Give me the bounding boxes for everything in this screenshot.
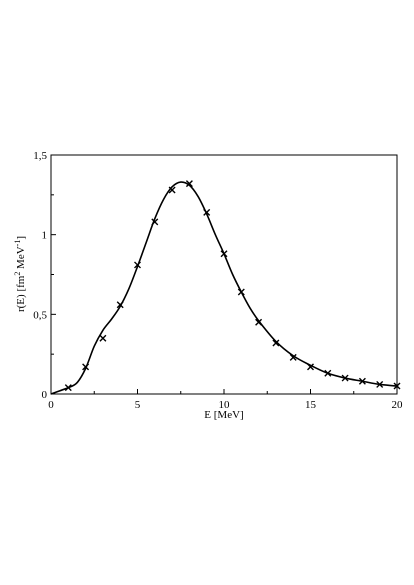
data-point-marker [237, 288, 245, 296]
data-point-marker [324, 369, 332, 377]
data-point-marker [116, 301, 124, 309]
y-tick-label: 0,5 [33, 309, 47, 321]
y-tick-label: 1 [42, 230, 48, 242]
y-axis-title-mid: MeV [15, 246, 27, 271]
data-point-marker [82, 363, 90, 371]
y-axis-title-sup1: 2 [13, 272, 22, 276]
x-tick-label: 0 [48, 399, 54, 411]
data-point-marker [168, 186, 176, 194]
x-tick-label: 15 [305, 399, 317, 411]
x-axis-ticks: 0 5 10 15 20 [48, 389, 403, 411]
data-point-marker [134, 261, 141, 269]
data-point-marker [289, 353, 297, 361]
x-tick-label: 20 [392, 399, 404, 411]
fit-curve [50, 181, 398, 395]
data-point-marker [272, 339, 280, 347]
y-axis-title-prefix: r(E) [fm [15, 275, 27, 312]
x-tick-label: 5 [135, 399, 141, 411]
data-point-marker [358, 377, 366, 385]
data-point-marker [203, 208, 211, 216]
x-tick-label: 10 [219, 399, 231, 411]
data-point-marker [376, 380, 384, 388]
series-layer [50, 180, 401, 395]
data-point-marker [393, 382, 401, 390]
x-axis-title: E [MeV] [204, 409, 243, 421]
data-point-marker [151, 218, 159, 226]
data-point-marker [255, 318, 263, 326]
data-point-marker [64, 384, 72, 392]
y-tick-label: 0 [42, 389, 48, 401]
data-point-marker [220, 250, 228, 258]
plot-frame [50, 154, 398, 395]
y-axis-ticks: 0 0,5 1 1,5 [33, 150, 56, 401]
y-axis-title-suffix: ] [15, 236, 27, 240]
data-point-marker [307, 363, 314, 371]
data-point-marker [185, 180, 193, 188]
y-axis-title: r(E) [fm2 MeV-1] [13, 236, 27, 312]
data-point-marker [341, 374, 349, 382]
y-axis-title-sup2: -1 [13, 240, 22, 247]
y-tick-label: 1,5 [33, 150, 47, 162]
data-point-marker [99, 334, 107, 342]
